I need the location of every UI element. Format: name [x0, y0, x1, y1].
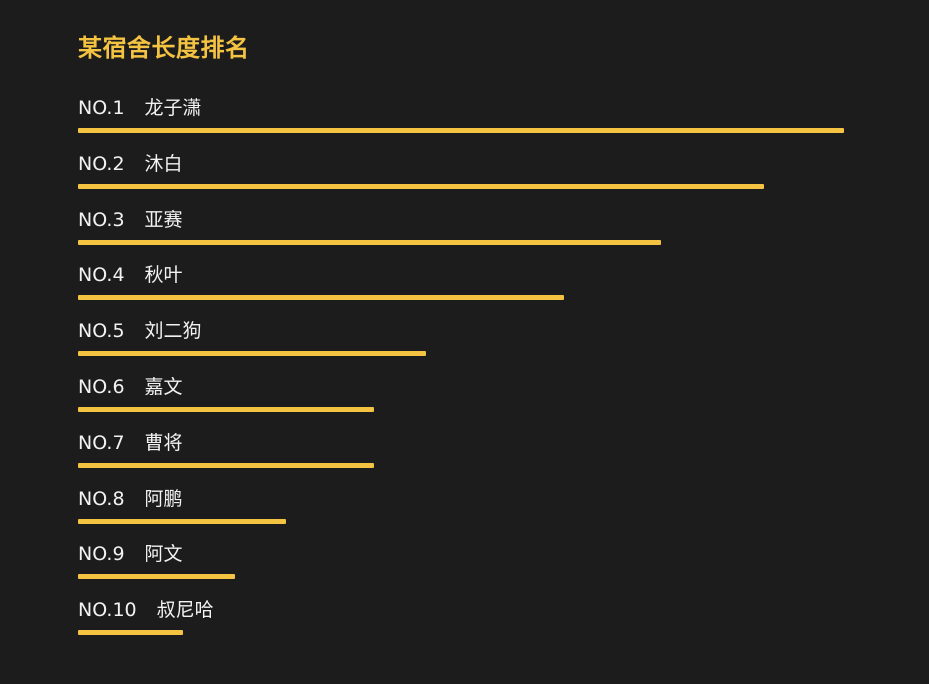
- ranking-label: NO.5 刘二狗: [78, 319, 202, 343]
- ranking-bar: [78, 295, 564, 301]
- ranking-row: NO.9 阿文: [78, 542, 844, 582]
- ranking-row: NO.4 秋叶: [78, 263, 844, 303]
- ranking-label: NO.9 阿文: [78, 542, 183, 566]
- person-name: 沐白: [144, 152, 183, 175]
- person-name: 刘二狗: [144, 320, 202, 343]
- rank-number: NO.7: [78, 431, 125, 454]
- person-name: 阿鹏: [144, 487, 183, 510]
- ranking-row: NO.6 嘉文: [78, 375, 844, 415]
- ranking-row: NO.2 沐白: [78, 152, 844, 192]
- ranking-bar: [78, 351, 426, 357]
- ranking-bar: [78, 462, 374, 468]
- ranking-label: NO.3 亚赛: [78, 208, 183, 232]
- rank-number: NO.8: [78, 487, 125, 510]
- ranking-label: NO.1 龙子潇: [78, 96, 202, 120]
- ranking-bar: [78, 239, 661, 245]
- person-name: 嘉文: [144, 376, 183, 398]
- chart-title: 某宿舍长度排名: [78, 34, 250, 62]
- ranking-row: NO.10 叔尼哈: [78, 598, 844, 638]
- ranking-label: NO.2 沐白: [78, 152, 183, 176]
- ranking-row: NO.8 阿鹏: [78, 487, 844, 527]
- person-name: 曹将: [144, 431, 183, 454]
- ranking-bar: [78, 630, 183, 636]
- ranking-label: NO.10 叔尼哈: [78, 598, 214, 622]
- ranking-label: NO.6 嘉文: [78, 375, 183, 399]
- person-name: 亚赛: [144, 208, 183, 231]
- rank-number: NO.1: [78, 97, 125, 119]
- ranking-row: NO.1 龙子潇: [78, 96, 844, 136]
- rank-number: NO.4: [78, 264, 125, 287]
- ranking-label: NO.7 曹将: [78, 431, 183, 455]
- rank-number: NO.10: [78, 599, 137, 622]
- ranking-bar: [78, 407, 374, 412]
- ranking-row: NO.7 曹将: [78, 431, 844, 471]
- rank-number: NO.5: [78, 320, 125, 343]
- ranking-row: NO.3 亚赛: [78, 208, 844, 248]
- person-name: 阿文: [144, 543, 183, 566]
- ranking-label: NO.4 秋叶: [78, 263, 183, 287]
- person-name: 秋叶: [144, 264, 183, 287]
- ranking-bar: [78, 183, 764, 189]
- ranking-row: NO.5 刘二狗: [78, 319, 844, 359]
- rank-number: NO.2: [78, 152, 125, 175]
- person-name: 叔尼哈: [156, 599, 214, 622]
- rank-number: NO.9: [78, 543, 125, 566]
- ranking-bar: [78, 518, 286, 524]
- person-name: 龙子潇: [144, 97, 202, 119]
- ranking-bar: [78, 574, 235, 580]
- ranking-bar: [78, 128, 844, 133]
- ranking-label: NO.8 阿鹏: [78, 487, 183, 511]
- rank-number: NO.3: [78, 208, 125, 231]
- rank-number: NO.6: [78, 376, 125, 398]
